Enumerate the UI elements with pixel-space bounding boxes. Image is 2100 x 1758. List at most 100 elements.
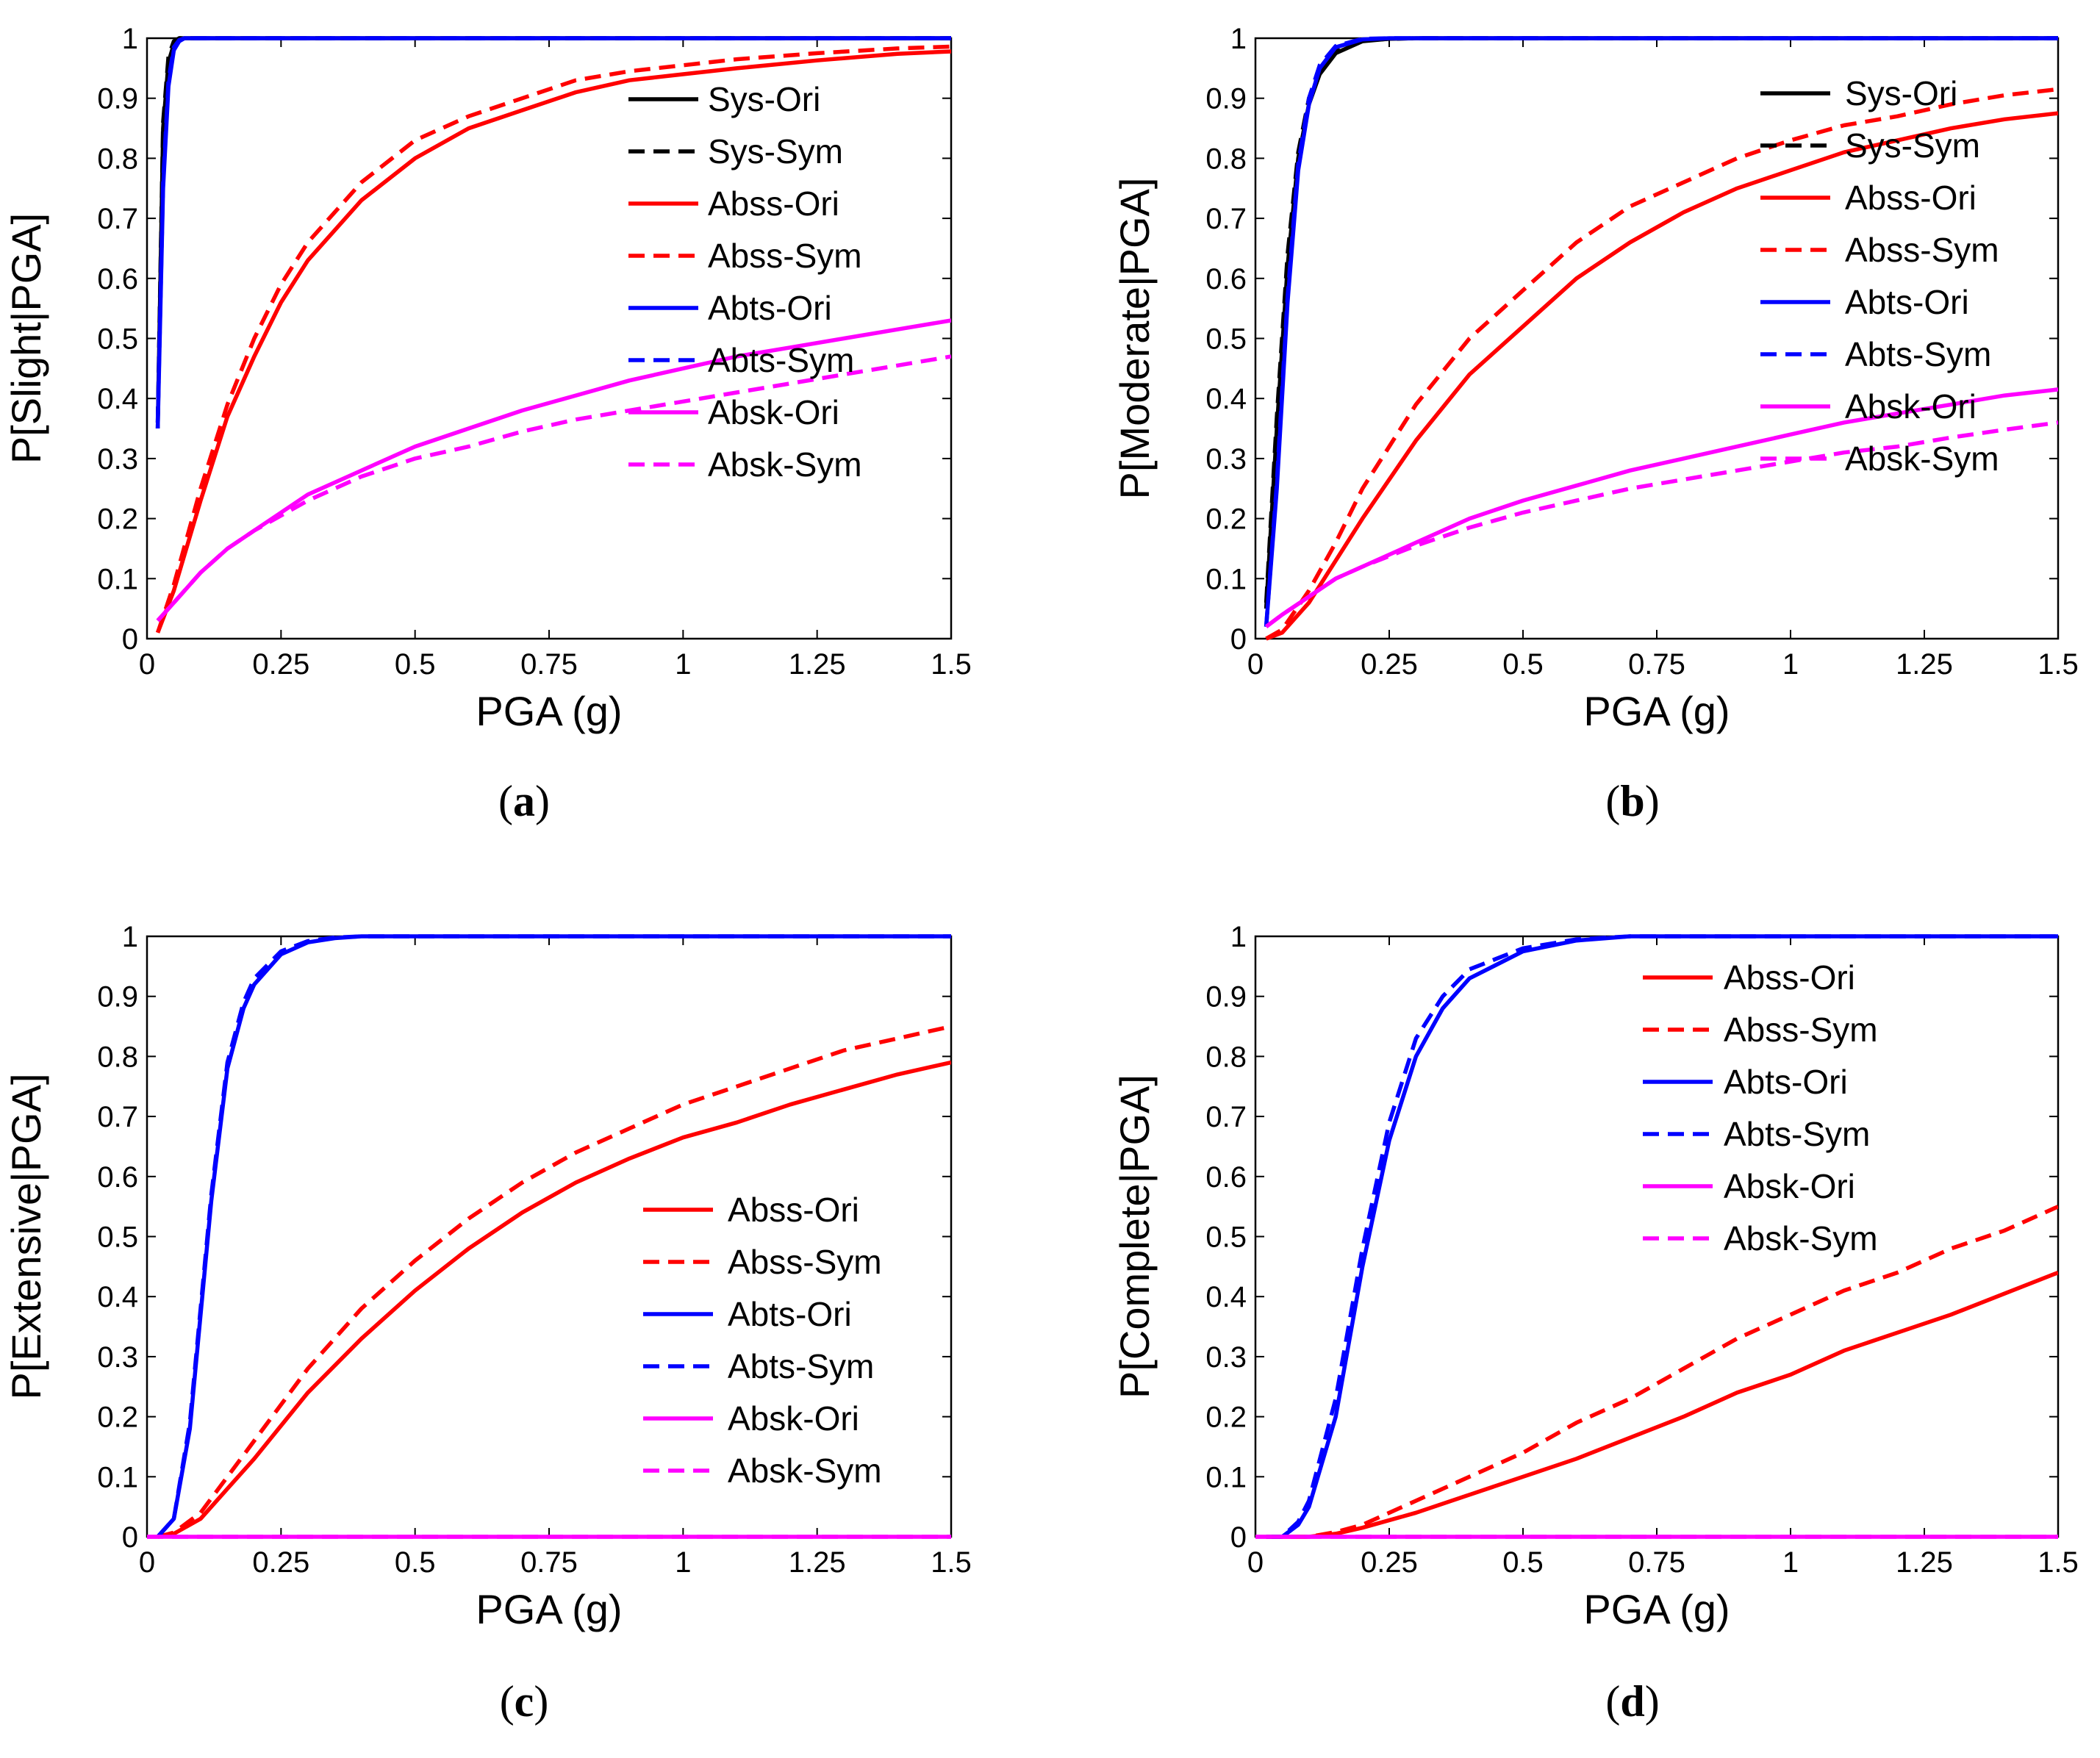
y-tick-label: 0.9 <box>1205 83 1247 115</box>
x-tick-label: 0 <box>1247 648 1264 681</box>
y-tick-label: 0.3 <box>1205 443 1247 476</box>
legend-label: Absk-Sym <box>708 445 862 484</box>
x-tick-label: 1.25 <box>1896 648 1953 681</box>
legend-label: Abss-Ori <box>708 184 839 223</box>
series-group <box>155 36 951 634</box>
legend-label: Sys-Sym <box>1845 126 1980 165</box>
plot-frame <box>146 37 953 640</box>
y-axis-label: P[Moderate|PGA] <box>1111 178 1158 500</box>
x-axis-label: PGA (g) <box>476 1586 622 1632</box>
panel-b: 0 0.25 0.5 0.75 1 1.25 1.5 0 0.1 0.2 0.3 0.4 0.5 0.6 0… <box>1111 23 2079 825</box>
y-tick-label: 0.3 <box>97 1341 138 1374</box>
series-line-abss-sym <box>157 1024 951 1539</box>
series-group <box>147 934 951 1539</box>
legend-label: Abts-Sym <box>728 1347 874 1385</box>
x-tick-label: 0.75 <box>520 648 578 681</box>
legend-label: Absk-Sym <box>1724 1219 1878 1257</box>
x-tick-label: 0.5 <box>1502 648 1544 681</box>
y-tick-label: 0.9 <box>97 83 138 115</box>
y-tick-label: 0.5 <box>97 323 138 356</box>
panel-caption: (d) <box>1605 1677 1659 1726</box>
x-tick-label: 0 <box>1247 1546 1264 1579</box>
legend-label: Abss-Ori <box>728 1191 859 1229</box>
y-tick-label: 0.9 <box>1205 981 1247 1013</box>
x-tick-label: 1.5 <box>2038 648 2079 681</box>
y-tick-label: 0.3 <box>97 443 138 476</box>
series-line-absk-sym <box>1264 420 2058 628</box>
y-tick-label: 0.8 <box>97 143 138 175</box>
series-group <box>1264 36 2058 641</box>
x-tick-label: 0.25 <box>252 648 309 681</box>
y-tick-label: 0.4 <box>97 383 138 415</box>
y-tick-label: 0.8 <box>1205 1041 1247 1073</box>
y-tick-label: 0.9 <box>97 981 138 1013</box>
x-tick-label: 0.75 <box>1628 1546 1685 1579</box>
panel-a: 0 0.25 0.5 0.75 1 1.25 1.5 0 0.1 0.2 0.3 0.4 0.5 0.6 0… <box>3 23 972 825</box>
legend-label: Abss-Sym <box>1724 1011 1878 1049</box>
x-axis-label: PGA (g) <box>1583 688 1730 734</box>
y-tick-label: 1 <box>122 23 138 55</box>
legend-label: Absk-Ori <box>728 1399 859 1438</box>
x-tick-label: 0 <box>139 1546 155 1579</box>
panel-caption-letter: c <box>515 1677 534 1726</box>
panel-caption-letter: d <box>1620 1677 1644 1726</box>
plot-frame <box>146 935 953 1538</box>
legend-label: Abts-Ori <box>708 289 832 327</box>
y-tick-label: 0.7 <box>97 203 138 235</box>
series-line-abss-ori <box>156 49 951 634</box>
y-tick-label: 0.5 <box>1205 323 1247 356</box>
panel-caption: (a) <box>498 777 550 825</box>
x-axis-label: PGA (g) <box>476 688 622 734</box>
x-tick-label: 0.5 <box>1502 1546 1544 1579</box>
y-tick-label: 1 <box>122 921 138 953</box>
x-tick-label: 0.5 <box>395 1546 436 1579</box>
y-tick-label: 0 <box>122 623 138 656</box>
x-tick-label: 0.75 <box>1628 648 1685 681</box>
x-tick-label: 1.25 <box>1896 1546 1953 1579</box>
y-tick-label: 0.2 <box>97 503 138 536</box>
series-group <box>1255 934 2058 1539</box>
panel-caption: (c) <box>500 1677 549 1726</box>
y-axis-label: P[Complete|PGA] <box>1111 1074 1158 1399</box>
y-tick-label: 0.7 <box>97 1101 138 1133</box>
x-tick-label: 0.25 <box>1361 648 1418 681</box>
panel-caption: (b) <box>1605 777 1659 825</box>
y-tick-label: 0.1 <box>97 563 138 595</box>
x-tick-label: 0.25 <box>1361 1546 1418 1579</box>
y-tick-label: 0 <box>1230 1521 1247 1554</box>
y-tick-label: 0 <box>122 1521 138 1554</box>
x-tick-label: 1.5 <box>2038 1546 2079 1579</box>
legend-label: Absk-Ori <box>1845 387 1977 426</box>
legend-label: Absk-Ori <box>708 393 839 431</box>
y-tick-label: 0.2 <box>1205 503 1247 536</box>
y-tick-label: 0.6 <box>97 263 138 295</box>
legend-label: Abts-Sym <box>708 341 854 379</box>
series-line-abss-sym <box>1265 87 2058 641</box>
legend-label: Abts-Ori <box>728 1295 852 1333</box>
series-line-absk-ori <box>156 318 951 623</box>
y-tick-label: 1 <box>1230 921 1247 953</box>
y-tick-label: 0.6 <box>97 1161 138 1194</box>
y-tick-label: 0.1 <box>97 1461 138 1493</box>
y-tick-label: 0.2 <box>1205 1402 1247 1434</box>
y-tick-label: 0.7 <box>1205 1101 1247 1133</box>
x-tick-label: 0.25 <box>252 1546 309 1579</box>
x-tick-label: 1 <box>675 648 691 681</box>
legend-label: Abts-Sym <box>1724 1115 1870 1153</box>
series-line-abss-ori <box>157 1060 951 1539</box>
y-tick-label: 0.2 <box>97 1402 138 1434</box>
x-tick-label: 0.5 <box>395 648 436 681</box>
legend-label: Absk-Sym <box>728 1452 882 1490</box>
x-tick-label: 1 <box>1782 1546 1799 1579</box>
y-tick-label: 0.7 <box>1205 203 1247 235</box>
legend-label: Absk-Ori <box>1724 1167 1855 1205</box>
series-line-abss-ori <box>1265 111 2058 641</box>
legend-label: Abss-Sym <box>708 237 862 275</box>
x-tick-label: 1 <box>675 1546 691 1579</box>
legend-label: Abss-Sym <box>728 1243 882 1281</box>
legend-label: Sys-Sym <box>708 132 843 171</box>
legend-label: Abss-Sym <box>1845 231 1999 269</box>
y-tick-label: 0.6 <box>1205 1161 1247 1194</box>
y-tick-label: 0.3 <box>1205 1341 1247 1374</box>
